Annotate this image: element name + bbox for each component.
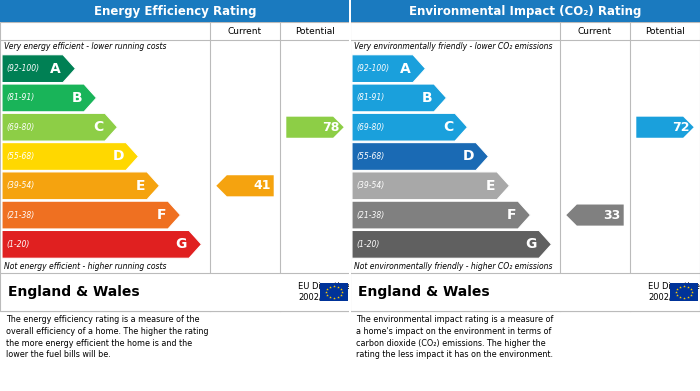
Polygon shape [2, 172, 160, 200]
Text: 33: 33 [603, 208, 621, 222]
Text: E: E [136, 179, 145, 193]
Text: G: G [176, 237, 187, 251]
Text: England & Wales: England & Wales [358, 285, 489, 299]
Polygon shape [2, 84, 97, 112]
Bar [670, 283, 698, 301]
Text: 41: 41 [253, 179, 271, 192]
Text: (81-91): (81-91) [6, 93, 34, 102]
Bar [0, 22, 350, 311]
Text: Current: Current [578, 27, 612, 36]
Text: Potential: Potential [645, 27, 685, 36]
Text: Very energy efficient - lower running costs: Very energy efficient - lower running co… [4, 42, 167, 51]
Text: 78: 78 [322, 121, 340, 134]
Text: 72: 72 [672, 121, 690, 134]
Text: Environmental Impact (CO₂) Rating: Environmental Impact (CO₂) Rating [409, 5, 641, 18]
Polygon shape [352, 143, 489, 170]
Bar [320, 283, 348, 301]
Polygon shape [352, 55, 426, 83]
Text: (39-54): (39-54) [356, 181, 384, 190]
Polygon shape [286, 117, 344, 138]
Text: EU Directive
2002/91/EC: EU Directive 2002/91/EC [298, 282, 350, 302]
Polygon shape [2, 201, 181, 229]
Text: C: C [92, 120, 103, 134]
Text: (1-20): (1-20) [6, 240, 29, 249]
Polygon shape [2, 113, 118, 141]
Text: (1-20): (1-20) [356, 240, 379, 249]
Text: F: F [507, 208, 516, 222]
Text: (39-54): (39-54) [6, 181, 34, 190]
Text: England & Wales: England & Wales [8, 285, 139, 299]
Text: (92-100): (92-100) [6, 64, 39, 73]
Text: Current: Current [228, 27, 262, 36]
Text: EU Directive
2002/91/EC: EU Directive 2002/91/EC [648, 282, 700, 302]
Text: Energy Efficiency Rating: Energy Efficiency Rating [94, 5, 256, 18]
Text: E: E [486, 179, 495, 193]
Polygon shape [352, 201, 531, 229]
Text: D: D [113, 149, 124, 163]
Text: Not environmentally friendly - higher CO₂ emissions: Not environmentally friendly - higher CO… [354, 262, 552, 271]
Text: (21-38): (21-38) [356, 211, 384, 220]
Text: (69-80): (69-80) [6, 123, 34, 132]
Polygon shape [216, 175, 274, 196]
Text: D: D [463, 149, 474, 163]
Polygon shape [636, 117, 694, 138]
Polygon shape [2, 230, 202, 258]
Bar [0, 273, 350, 311]
Polygon shape [352, 113, 468, 141]
Text: (55-68): (55-68) [356, 152, 384, 161]
Text: (55-68): (55-68) [6, 152, 34, 161]
Text: C: C [442, 120, 453, 134]
Text: F: F [157, 208, 166, 222]
Text: (21-38): (21-38) [6, 211, 34, 220]
Bar [0, 0, 350, 22]
Text: (81-91): (81-91) [356, 93, 384, 102]
Text: Potential: Potential [295, 27, 335, 36]
Text: Very environmentally friendly - lower CO₂ emissions: Very environmentally friendly - lower CO… [354, 42, 552, 51]
Bar [349, 0, 351, 391]
Polygon shape [352, 230, 552, 258]
Polygon shape [2, 55, 76, 83]
Text: (69-80): (69-80) [356, 123, 384, 132]
Text: B: B [421, 91, 432, 105]
Text: (92-100): (92-100) [356, 64, 389, 73]
Text: The energy efficiency rating is a measure of the
overall efficiency of a home. T: The energy efficiency rating is a measur… [6, 315, 209, 359]
Polygon shape [352, 172, 510, 200]
Text: G: G [526, 237, 537, 251]
Text: A: A [400, 62, 411, 75]
Polygon shape [2, 143, 139, 170]
Polygon shape [352, 84, 447, 112]
Text: The environmental impact rating is a measure of
a home's impact on the environme: The environmental impact rating is a mea… [356, 315, 554, 359]
Bar [350, 22, 700, 311]
Text: B: B [71, 91, 82, 105]
Bar [350, 273, 700, 311]
Bar [350, 0, 700, 22]
Text: A: A [50, 62, 61, 75]
Polygon shape [566, 204, 624, 226]
Text: Not energy efficient - higher running costs: Not energy efficient - higher running co… [4, 262, 167, 271]
